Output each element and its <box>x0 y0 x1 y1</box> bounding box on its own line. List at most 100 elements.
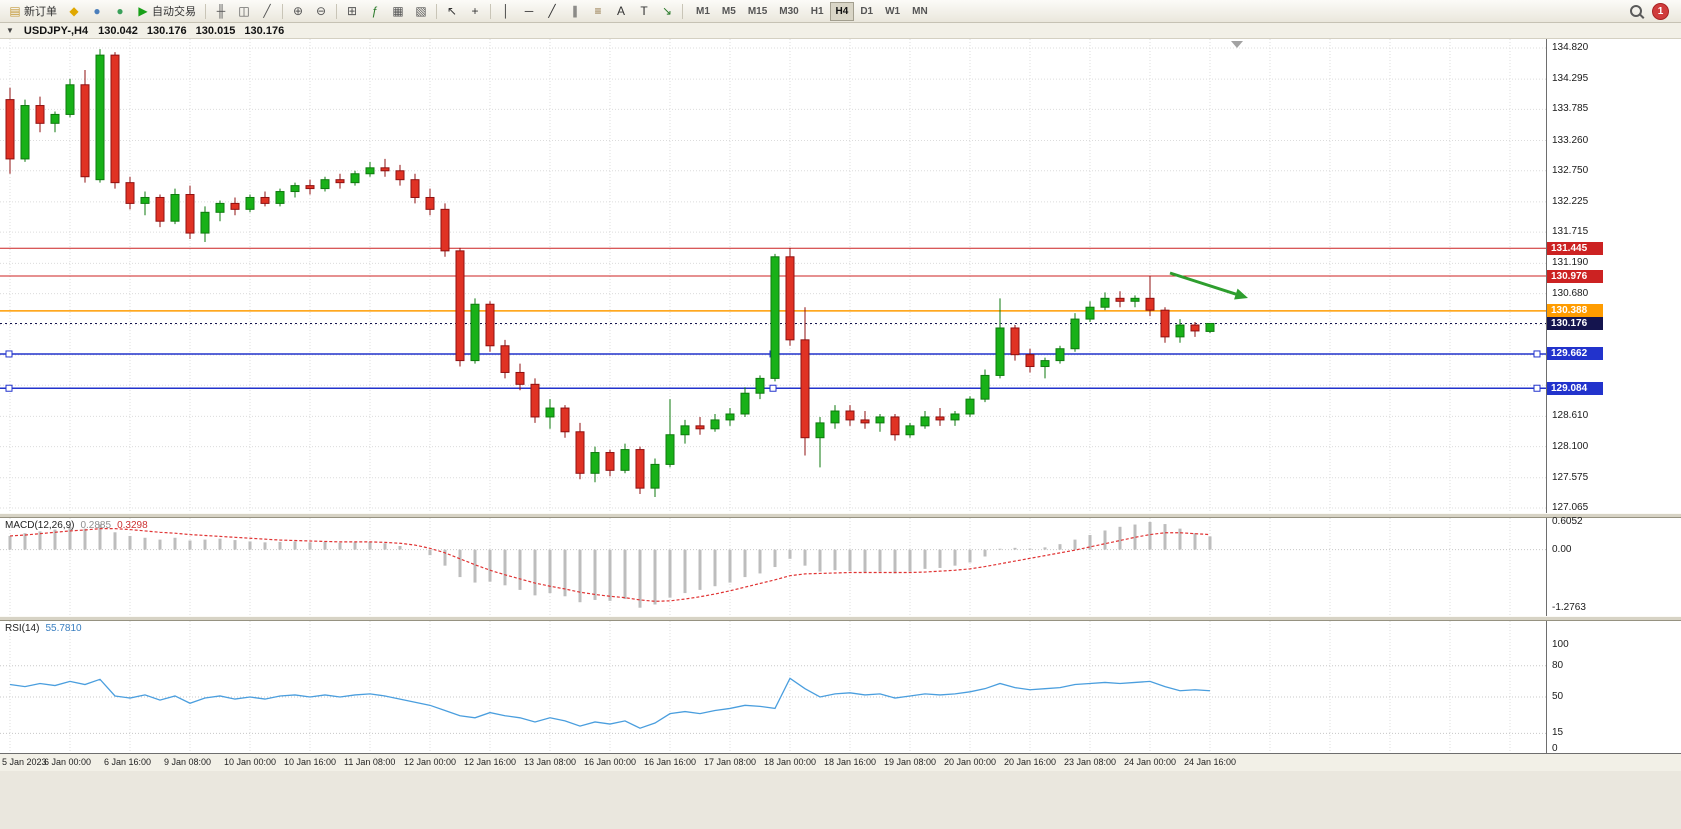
price-axis-label: 130.680 <box>1552 287 1589 299</box>
price-axis[interactable]: 134.820 134.295 133.785 133.260 132.750 132.2… <box>1546 39 1681 513</box>
trend-arrow[interactable] <box>1169 271 1243 298</box>
indicators-icon: ƒ <box>371 4 379 18</box>
channel-icon: ∥ <box>572 4 578 18</box>
macd-label: MACD(12,26,9) 0.2885 0.3298 <box>5 520 148 531</box>
timeframe-h1-button[interactable]: H1 <box>810 5 824 17</box>
search-icon[interactable] <box>1630 5 1642 17</box>
rsi-axis-label: 100 <box>1552 639 1569 650</box>
rsi-grid <box>0 621 1546 753</box>
ohlc-close: 130.176 <box>244 24 285 37</box>
macd-axis[interactable]: 0.6052 0.00 -1.2763 <box>1546 516 1681 616</box>
level-price-badge: 130.388 <box>1547 304 1603 318</box>
time-axis-label: 5 Jan 2023 <box>2 757 47 767</box>
timeframe-m1-button[interactable]: M1 <box>696 5 710 17</box>
zoom-in-button[interactable]: ⊕ <box>287 1 309 22</box>
tile-windows-icon: ⊞ <box>346 4 358 18</box>
notification-badge[interactable]: 1 <box>1652 2 1669 20</box>
price-axis-label: 131.715 <box>1552 226 1589 238</box>
level-price-badge: 131.445 <box>1547 241 1603 255</box>
line-handle <box>1533 350 1541 358</box>
horizontal-line-button[interactable]: ─ <box>518 1 540 22</box>
auto-trading-button-label: 自动交易 <box>152 6 196 18</box>
panel-separator[interactable] <box>0 513 1681 518</box>
mql5-icon-button[interactable]: ◆ <box>63 1 85 22</box>
timeframe-w1-button[interactable]: W1 <box>885 5 901 17</box>
crosshair-button[interactable]: + <box>464 1 486 22</box>
vertical-line-button[interactable]: │ <box>495 1 517 22</box>
time-axis-label: 20 Jan 00:00 <box>944 757 997 767</box>
macd-panel[interactable]: MACD(12,26,9) 0.2885 0.3298 <box>0 518 1546 616</box>
macd-main-value: 0.2885 <box>80 520 112 531</box>
ohlc-high: 130.176 <box>146 24 187 37</box>
timeframe-h4-button[interactable]: H4 <box>829 1 855 21</box>
price-axis-label: 131.190 <box>1552 257 1589 269</box>
tile-windows-button[interactable]: ⊞ <box>341 1 363 22</box>
time-axis-label: 12 Jan 00:00 <box>404 757 457 767</box>
support-icon-icon: ● <box>116 4 124 18</box>
price-chart-panel[interactable] <box>0 39 1546 513</box>
channel-button[interactable]: ∥ <box>564 1 586 22</box>
trendline-icon: ╱ <box>548 4 556 18</box>
support-icon-button[interactable]: ● <box>109 1 131 22</box>
fibonacci-button[interactable]: ≡ <box>587 1 609 22</box>
text-button[interactable]: A <box>610 1 632 22</box>
time-axis[interactable]: 5 Jan 2023 6 Jan 00:00 6 Jan 16:00 9 Jan 08… <box>0 753 1681 771</box>
indicators-button[interactable]: ƒ <box>364 1 386 22</box>
price-axis-label: 132.750 <box>1552 164 1589 176</box>
time-axis-label: 24 Jan 16:00 <box>1184 757 1237 767</box>
fibonacci-icon: ≡ <box>594 4 602 18</box>
candlestick-button[interactable]: ◫ <box>233 1 255 22</box>
auto-trading-icon: ▶ <box>138 4 148 18</box>
toolbar-separator <box>682 3 683 19</box>
price-axis-label: 133.260 <box>1552 134 1589 146</box>
macd-signal-value: 0.3298 <box>117 520 148 531</box>
templates-button[interactable]: ▧ <box>410 1 432 22</box>
timeframe-d1-button[interactable]: D1 <box>860 5 874 17</box>
toolbar-separator <box>205 3 206 19</box>
candlestick-chart[interactable] <box>0 39 1546 513</box>
new-order-button[interactable]: ▤ 新订单 <box>4 1 62 22</box>
line-handle <box>5 350 13 358</box>
time-axis-label: 9 Jan 08:00 <box>164 757 212 767</box>
timeframe-m30-button[interactable]: M30 <box>779 5 799 17</box>
rsi-chart[interactable] <box>0 621 1546 753</box>
new-chart-icon: ▦ <box>392 4 404 18</box>
time-axis-label: 6 Jan 00:00 <box>44 757 92 767</box>
chart-shift-marker-icon[interactable] <box>1231 41 1243 48</box>
chart-collapse-icon[interactable]: ▼ <box>6 26 14 35</box>
arrows-button[interactable]: ↘ <box>656 1 678 22</box>
time-axis-label: 11 Jan 08:00 <box>344 757 396 767</box>
rsi-title: RSI(14) <box>5 623 40 634</box>
macd-chart[interactable] <box>0 518 1546 616</box>
new-chart-button[interactable]: ▦ <box>387 1 409 22</box>
cursor-button[interactable]: ↖ <box>441 1 463 22</box>
auto-trading-button[interactable]: ▶ 自动交易 <box>132 1 201 22</box>
rsi-axis[interactable]: 100 80 50 15 0 <box>1546 621 1681 754</box>
timeframe-m15-button[interactable]: M15 <box>747 5 768 17</box>
level-price-badge: 129.084 <box>1547 381 1603 395</box>
toolbar-right-group: 1 <box>1630 2 1677 20</box>
macd-axis-label: 0.00 <box>1552 543 1572 555</box>
bar-chart-button[interactable]: ╫ <box>210 1 232 22</box>
line-handle <box>5 384 13 392</box>
text-label-button[interactable]: T <box>633 1 655 22</box>
time-axis-label: 20 Jan 16:00 <box>1004 757 1057 767</box>
chart-symbol-timeframe: USDJPY-,H4 <box>23 24 89 37</box>
timeframe-m5-button[interactable]: M5 <box>721 5 736 17</box>
community-icon-button[interactable]: ● <box>86 1 108 22</box>
line-handle <box>769 384 777 392</box>
rsi-axis-label: 80 <box>1552 659 1564 671</box>
line-chart-button[interactable]: ╱ <box>256 1 278 22</box>
zoom-out-icon: ⊖ <box>315 4 327 18</box>
rsi-panel[interactable]: RSI(14) 55.7810 <box>0 621 1546 753</box>
trend-arrow-head[interactable] <box>1234 288 1248 300</box>
panel-separator[interactable] <box>0 616 1681 621</box>
zoom-out-button[interactable]: ⊖ <box>310 1 332 22</box>
trendline-button[interactable]: ╱ <box>541 1 563 22</box>
candlestick-icon: ◫ <box>238 4 250 18</box>
cursor-icon: ↖ <box>446 4 458 18</box>
time-axis-label: 23 Jan 08:00 <box>1064 757 1117 767</box>
time-axis-label: 10 Jan 16:00 <box>284 757 337 767</box>
time-axis-label: 16 Jan 00:00 <box>584 757 637 767</box>
timeframe-mn-button[interactable]: MN <box>912 5 928 17</box>
